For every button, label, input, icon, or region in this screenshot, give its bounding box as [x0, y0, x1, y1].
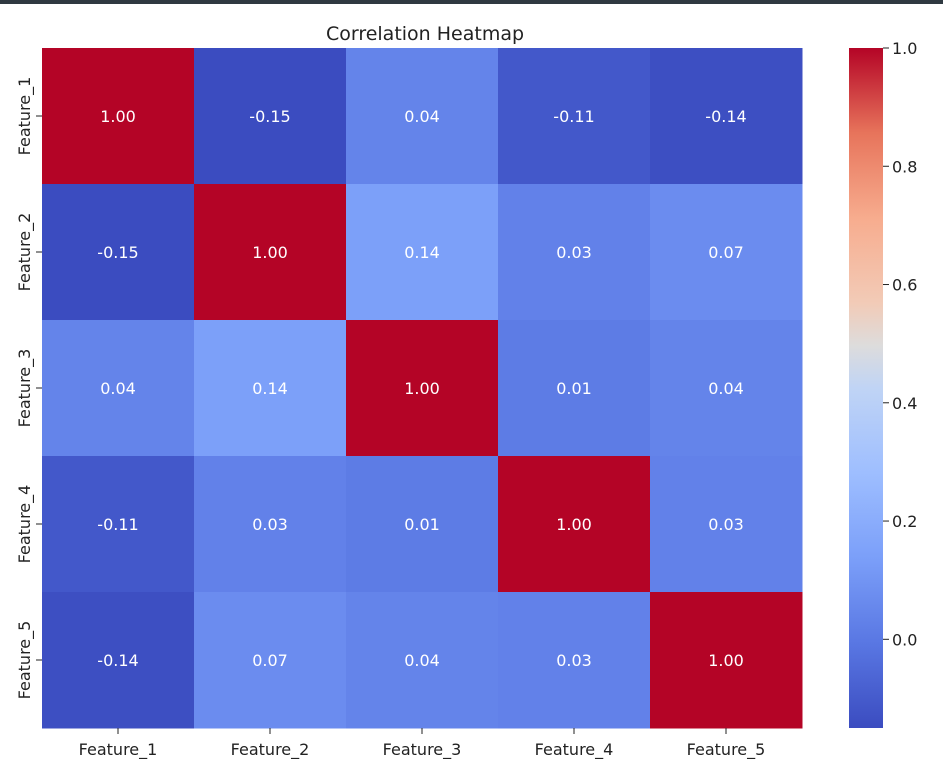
x-tick-label: Feature_3: [383, 740, 462, 760]
x-tick-label: Feature_4: [535, 740, 614, 760]
x-tick-label: Feature_2: [231, 740, 310, 760]
heatmap-cell: [346, 592, 499, 729]
heatmap-cell: [194, 592, 347, 729]
heatmap-cell-label: 0.04: [404, 651, 440, 670]
heatmap-cell-label: 0.14: [404, 243, 440, 262]
colorbar-tick-label: 0.0: [892, 630, 917, 649]
heatmap-cell-label: 0.03: [252, 515, 288, 534]
y-tick-label: Feature_3: [15, 349, 35, 428]
x-tick-label: Feature_5: [687, 740, 766, 760]
heatmap-cell: [650, 320, 803, 457]
heatmap-cell: [498, 184, 651, 321]
y-tick-label: Feature_1: [15, 77, 35, 156]
heatmap-cell: [650, 184, 803, 321]
y-tick-label: Feature_5: [15, 621, 35, 700]
heatmap-cells: 1.00 -0.15 0.04 -0.11 -0.14 -0.15 1.00 0.14 0.03…: [42, 48, 803, 729]
heatmap-cell: [346, 184, 499, 321]
heatmap-cell: [42, 592, 195, 729]
heatmap-cell: [194, 184, 347, 321]
heatmap-cell: [42, 456, 195, 593]
heatmap-cell: [42, 48, 195, 185]
heatmap-cell-label: 0.03: [556, 243, 592, 262]
heatmap-cell: [42, 320, 195, 457]
colorbar-gradient: [849, 48, 883, 728]
heatmap-cell: [346, 320, 499, 457]
chart-title: Correlation Heatmap: [326, 23, 524, 45]
colorbar-tick-label: 0.4: [892, 394, 917, 413]
heatmap-cell-label: -0.15: [97, 243, 138, 262]
heatmap-cell-label: 0.04: [404, 107, 440, 126]
heatmap-cell-label: 0.04: [100, 379, 136, 398]
colorbar: 0.0 0.2 0.4 0.6 0.8 1.0: [849, 39, 917, 728]
heatmap-cell-label: 0.01: [556, 379, 592, 398]
heatmap-cell: [650, 592, 803, 729]
heatmap-cell: [498, 320, 651, 457]
heatmap-cell-label: -0.15: [249, 107, 290, 126]
x-axis-ticks: Feature_1 Feature_2 Feature_3 Feature_4 Feat…: [79, 728, 766, 760]
y-axis-ticks: Feature_1 Feature_2 Feature_3 Feature_4 Feat…: [15, 77, 42, 700]
window-top-strip: [0, 0, 943, 4]
heatmap-cell: [498, 592, 651, 729]
colorbar-ticks: 0.0 0.2 0.4 0.6 0.8 1.0: [883, 39, 917, 649]
colorbar-tick-label: 0.6: [892, 276, 917, 295]
heatmap-cell-label: -0.11: [553, 107, 594, 126]
heatmap-cell-label: 1.00: [404, 379, 440, 398]
heatmap-cell: [346, 48, 499, 185]
heatmap-cell-label: 0.01: [404, 515, 440, 534]
heatmap-cell-label: 1.00: [252, 243, 288, 262]
heatmap-cell: [498, 48, 651, 185]
heatmap-cell-label: 1.00: [556, 515, 592, 534]
heatmap-cell: [194, 456, 347, 593]
heatmap-cell-label: 1.00: [708, 651, 744, 670]
heatmap-cell: [194, 320, 347, 457]
heatmap-cell-label: 0.07: [708, 243, 744, 262]
y-tick-label: Feature_4: [15, 485, 35, 564]
heatmap-cell-label: 0.03: [708, 515, 744, 534]
heatmap-cell: [346, 456, 499, 593]
heatmap-cell: [650, 48, 803, 185]
heatmap-cell: [42, 184, 195, 321]
colorbar-tick-label: 0.2: [892, 512, 917, 531]
heatmap-cell: [498, 456, 651, 593]
x-tick-label: Feature_1: [79, 740, 158, 760]
heatmap-cell-label: 0.07: [252, 651, 288, 670]
heatmap-cell-label: 0.04: [708, 379, 744, 398]
heatmap-cell: [650, 456, 803, 593]
heatmap-cell-label: -0.11: [97, 515, 138, 534]
heatmap-cell-label: 0.03: [556, 651, 592, 670]
heatmap-cell-label: 1.00: [100, 107, 136, 126]
heatmap-cell-label: -0.14: [705, 107, 746, 126]
colorbar-tick-label: 0.8: [892, 157, 917, 176]
heatmap-cell-label: -0.14: [97, 651, 138, 670]
colorbar-tick-label: 1.0: [892, 39, 917, 58]
heatmap-cell: [194, 48, 347, 185]
y-tick-label: Feature_2: [15, 213, 35, 292]
heatmap-cell-label: 0.14: [252, 379, 288, 398]
